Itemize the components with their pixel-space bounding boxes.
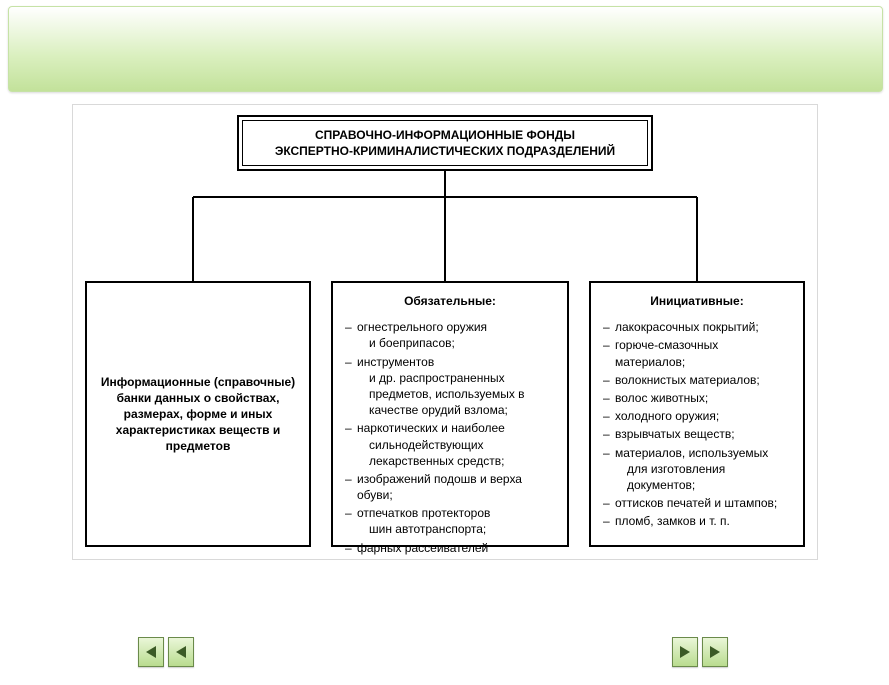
list-item: оттисков печатей и штампов;	[603, 495, 791, 511]
list-item: волокнистых материалов;	[603, 372, 791, 388]
next-button[interactable]	[702, 637, 728, 667]
child-mandatory-title: Обязательные:	[345, 293, 555, 309]
list-item: пломб, замков и т. п.	[603, 513, 791, 529]
child-initiative-title: Инициативные:	[603, 293, 791, 309]
triangle-left-icon	[146, 646, 156, 658]
list-item: изображений подошв и верха обуви;	[345, 471, 555, 503]
list-item: фарных рассеивателей	[345, 540, 555, 556]
list-item: материалов, используемыхдля изготовления…	[603, 445, 791, 494]
diagram-panel: СПРАВОЧНО-ИНФОРМАЦИОННЫЕ ФОНДЫ ЭКСПЕРТНО…	[72, 104, 818, 560]
prev-button[interactable]	[138, 637, 164, 667]
prev-button[interactable]	[168, 637, 194, 667]
child-mandatory: Обязательные: огнестрельного оружияи бое…	[331, 281, 569, 547]
child-initiative: Инициативные: лакокрасочных покрытий; гор…	[589, 281, 805, 547]
triangle-right-icon	[710, 646, 720, 658]
list-item-sub: сильнодействующих лекарственных средств;	[357, 437, 555, 469]
child-initiative-list: лакокрасочных покрытий; горюче-смазочных …	[603, 319, 791, 529]
list-item: отпечатков протекторовшин автотранспорта…	[345, 505, 555, 537]
list-item: горюче-смазочных материалов;	[603, 337, 791, 369]
root-line1: СПРАВОЧНО-ИНФОРМАЦИОННЫЕ ФОНДЫ	[253, 127, 637, 143]
next-button[interactable]	[672, 637, 698, 667]
child-info-banks-text: Информационные (справочные) банки данных…	[99, 374, 297, 455]
root-node: СПРАВОЧНО-ИНФОРМАЦИОННЫЕ ФОНДЫ ЭКСПЕРТНО…	[237, 115, 653, 171]
child-info-banks: Информационные (справочные) банки данных…	[85, 281, 311, 547]
list-item: лакокрасочных покрытий;	[603, 319, 791, 335]
child-mandatory-body: огнестрельного оружияи боеприпасов;инстр…	[345, 319, 555, 556]
triangle-left-icon	[176, 646, 186, 658]
header-bar	[8, 6, 883, 92]
stage: СПРАВОЧНО-ИНФОРМАЦИОННЫЕ ФОНДЫ ЭКСПЕРТНО…	[0, 0, 889, 685]
list-item-sub: для изготовления документов;	[615, 461, 791, 493]
list-item: инструментови др. распространенных предм…	[345, 354, 555, 419]
root-node-inner: СПРАВОЧНО-ИНФОРМАЦИОННЫЕ ФОНДЫ ЭКСПЕРТНО…	[242, 120, 648, 166]
list-item-sub: и др. распространенных предметов, исполь…	[357, 370, 555, 419]
child-mandatory-list: огнестрельного оружияи боеприпасов;инстр…	[345, 319, 555, 556]
nav-right-group	[672, 637, 728, 667]
list-item: волос животных;	[603, 390, 791, 406]
child-initiative-body: лакокрасочных покрытий; горюче-смазочных …	[603, 319, 791, 529]
list-item-sub: и боеприпасов;	[357, 335, 555, 351]
root-line2: ЭКСПЕРТНО-КРИМИНАЛИСТИЧЕСКИХ ПОДРАЗДЕЛЕН…	[253, 143, 637, 159]
list-item: взрывчатых веществ;	[603, 426, 791, 442]
list-item: огнестрельного оружияи боеприпасов;	[345, 319, 555, 351]
list-item: холодного оружия;	[603, 408, 791, 424]
list-item-sub: шин автотранспорта;	[357, 521, 555, 537]
nav-left-group	[138, 637, 194, 667]
triangle-right-icon	[680, 646, 690, 658]
list-item: наркотических и наиболеесильнодействующи…	[345, 420, 555, 469]
